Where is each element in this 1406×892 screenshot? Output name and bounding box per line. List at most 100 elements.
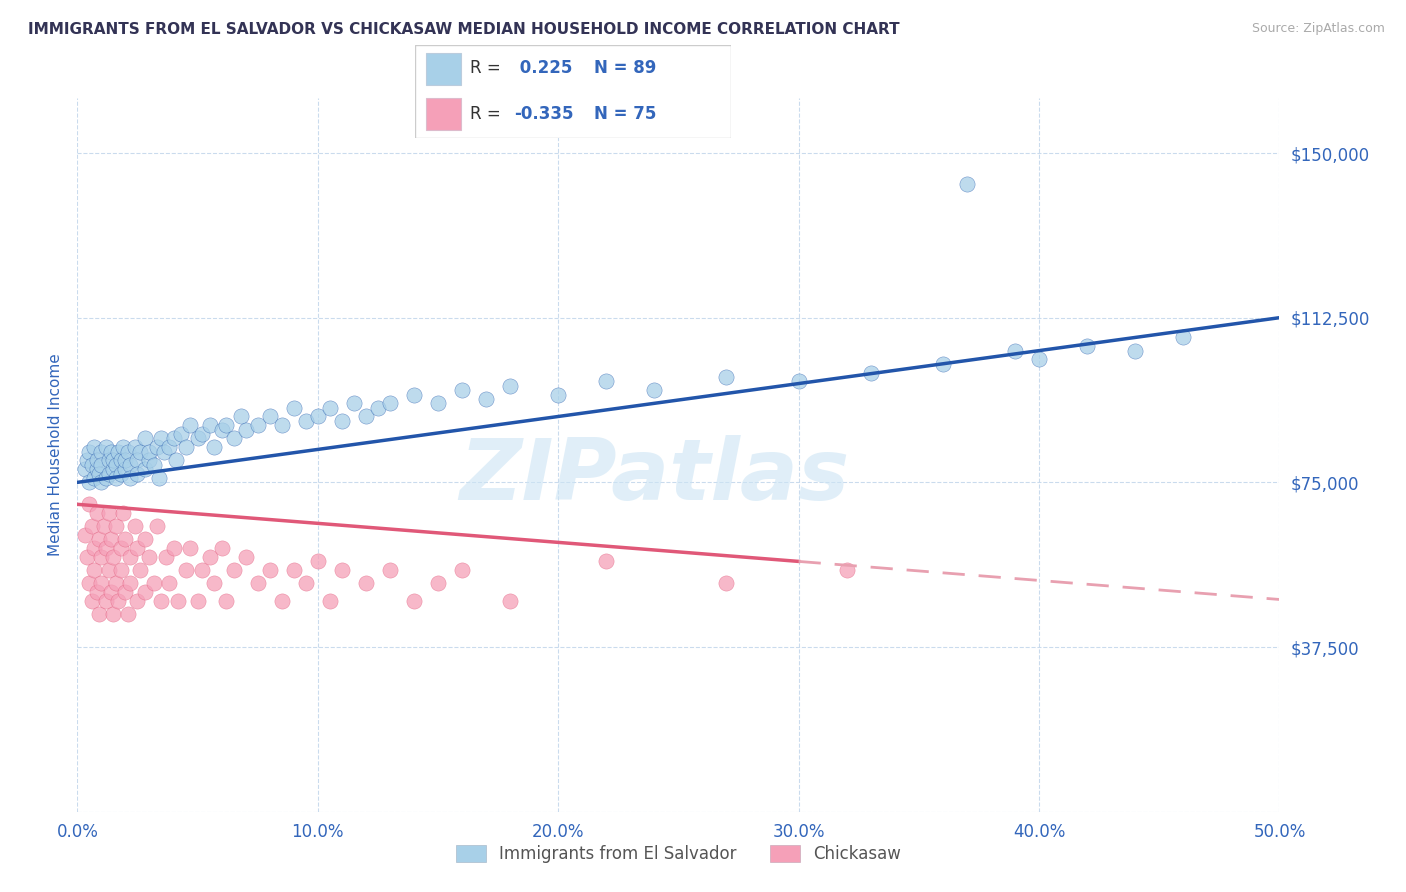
Point [97,506,120,520]
Point [499,378,522,392]
Point [79,475,101,490]
Point [367,401,389,415]
Text: N = 89: N = 89 [593,60,655,78]
Point [186,432,209,446]
Point [110,563,132,577]
Point [259,409,281,424]
Point [165,453,187,467]
Point [143,458,166,472]
Point [259,563,281,577]
Point [167,594,190,608]
Point [114,585,136,599]
Point [111,506,134,520]
Point [134,462,156,476]
Point [330,563,353,577]
Point [100,533,122,547]
Point [145,440,167,454]
Point [170,427,193,442]
Point [319,401,342,415]
Point [79,497,101,511]
Point [79,444,101,458]
Point [186,594,209,608]
Point [127,541,149,556]
Point [127,594,149,608]
Point [330,414,353,428]
Point [229,409,252,424]
Text: IMMIGRANTS FROM EL SALVADOR VS CHICKASAW MEDIAN HOUSEHOLD INCOME CORRELATION CHA: IMMIGRANTS FROM EL SALVADOR VS CHICKASAW… [28,22,900,37]
Point [643,383,665,397]
Point [87,467,110,481]
Text: R =: R = [470,60,501,78]
Text: Source: ZipAtlas.com: Source: ZipAtlas.com [1251,22,1385,36]
Point [427,396,450,410]
Point [83,563,105,577]
Point [138,444,160,458]
Point [120,471,142,485]
Point [83,440,105,454]
Point [191,427,214,442]
Point [179,418,201,433]
Point [110,453,132,467]
Point [451,563,474,577]
Point [128,563,150,577]
Point [270,594,292,608]
Point [211,541,233,556]
Point [716,370,738,384]
Point [114,462,136,476]
Point [114,453,136,467]
Point [148,471,170,485]
Point [120,549,142,564]
Point [73,528,96,542]
Point [1028,352,1050,367]
Point [427,576,450,591]
Point [103,607,125,621]
Point [716,576,738,591]
Point [215,594,238,608]
Point [97,453,120,467]
Point [307,409,329,424]
Point [143,576,166,591]
Point [859,366,882,380]
Point [104,458,127,472]
Point [117,607,139,621]
Point [124,440,146,454]
Point [157,576,180,591]
Point [1173,330,1195,344]
Point [162,432,184,446]
Text: N = 75: N = 75 [593,105,655,123]
Point [134,533,156,547]
Point [86,585,108,599]
Point [103,453,125,467]
Point [402,594,425,608]
Text: 0.225: 0.225 [515,60,572,78]
Point [80,458,103,472]
Point [107,444,129,458]
Text: -0.335: -0.335 [515,105,574,123]
Point [87,533,110,547]
Point [157,440,180,454]
Point [451,383,474,397]
Point [595,554,617,568]
Point [354,576,377,591]
Point [79,576,101,591]
Point [150,432,173,446]
Point [86,506,108,520]
Point [294,576,316,591]
FancyBboxPatch shape [426,53,461,85]
Point [110,467,132,481]
Point [191,563,214,577]
Point [107,594,129,608]
Point [73,462,96,476]
Point [246,576,269,591]
Point [198,549,221,564]
Point [104,519,127,533]
Point [222,432,245,446]
Point [90,475,112,490]
Point [153,444,176,458]
Point [120,458,142,472]
Point [83,471,105,485]
Point [198,418,221,433]
Point [787,375,810,389]
Point [97,467,120,481]
Point [270,418,292,433]
